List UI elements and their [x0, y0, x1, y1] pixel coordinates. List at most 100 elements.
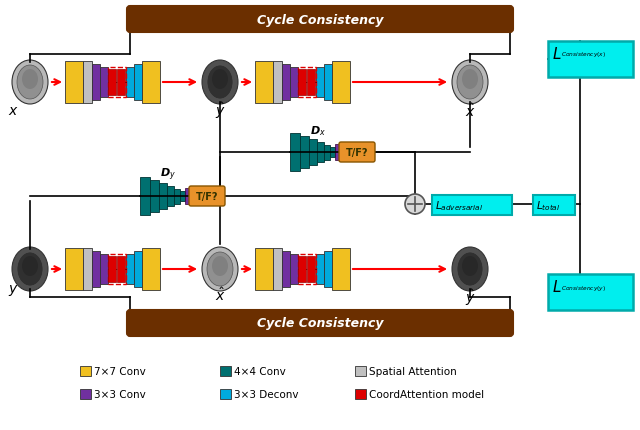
Bar	[273, 62, 282, 104]
Ellipse shape	[462, 70, 478, 90]
Text: 4×4 Conv: 4×4 Conv	[234, 366, 285, 376]
Bar	[255, 249, 273, 290]
Bar	[324, 65, 332, 101]
Circle shape	[405, 194, 425, 215]
FancyBboxPatch shape	[339, 143, 375, 163]
Bar	[317, 143, 324, 163]
Bar	[134, 65, 142, 101]
Bar	[185, 189, 190, 205]
Bar	[83, 62, 92, 104]
Bar	[316, 255, 324, 284]
Text: $_{Consistency(y)}$: $_{Consistency(y)}$	[561, 283, 606, 293]
Bar	[282, 65, 290, 101]
Bar	[108, 256, 116, 283]
Bar	[180, 191, 185, 202]
Bar	[290, 68, 298, 98]
Bar	[290, 255, 298, 284]
Bar	[80, 389, 91, 399]
Bar	[307, 256, 315, 283]
Bar	[108, 68, 126, 98]
Ellipse shape	[452, 61, 488, 105]
Bar	[316, 68, 324, 98]
Text: T/F?: T/F?	[196, 191, 218, 202]
Text: D$_y$: D$_y$	[160, 166, 176, 183]
Bar	[298, 70, 306, 96]
Text: $\hat{y}$: $\hat{y}$	[214, 101, 225, 121]
Ellipse shape	[12, 61, 48, 105]
Bar	[324, 252, 332, 287]
Bar	[100, 255, 108, 284]
Text: D$_x$: D$_x$	[310, 124, 326, 138]
Bar	[142, 62, 160, 104]
Text: $L$: $L$	[552, 46, 561, 62]
Bar	[307, 70, 315, 96]
Bar	[298, 255, 316, 284]
Bar	[108, 70, 116, 96]
Bar	[142, 249, 160, 290]
Bar	[167, 187, 174, 206]
Ellipse shape	[457, 66, 483, 100]
Bar	[159, 184, 167, 209]
Text: $x$: $x$	[8, 104, 19, 118]
Text: 3×3 Conv: 3×3 Conv	[94, 389, 146, 399]
Bar	[255, 62, 273, 104]
Bar	[273, 249, 282, 290]
Text: $L$: $L$	[552, 278, 561, 294]
Bar	[355, 389, 366, 399]
Bar	[332, 62, 350, 104]
Text: $L_{adversarial}$: $L_{adversarial}$	[435, 199, 483, 212]
Text: $y$: $y$	[8, 282, 19, 297]
Text: 3×3 Deconv: 3×3 Deconv	[234, 389, 298, 399]
Ellipse shape	[202, 247, 238, 291]
Bar	[117, 256, 125, 283]
Bar	[83, 249, 92, 290]
Bar	[108, 255, 126, 284]
Text: Cycle Consistency: Cycle Consistency	[257, 13, 383, 26]
Ellipse shape	[17, 66, 43, 100]
Ellipse shape	[207, 66, 233, 100]
Bar	[92, 252, 100, 287]
Bar	[126, 255, 134, 284]
Ellipse shape	[17, 252, 43, 286]
Bar	[126, 68, 134, 98]
Bar	[355, 366, 366, 376]
Bar	[332, 249, 350, 290]
Bar	[324, 146, 330, 161]
Bar	[140, 178, 150, 215]
Bar	[65, 62, 83, 104]
Bar	[335, 144, 340, 161]
Ellipse shape	[212, 70, 228, 90]
Ellipse shape	[202, 61, 238, 105]
Bar	[548, 42, 633, 78]
Ellipse shape	[457, 252, 483, 286]
Text: $\hat{x}$: $\hat{x}$	[214, 286, 225, 303]
Ellipse shape	[462, 256, 478, 276]
Bar	[80, 366, 91, 376]
Bar	[282, 252, 290, 287]
Ellipse shape	[452, 247, 488, 291]
Bar	[548, 274, 633, 310]
Text: CoordAttention model: CoordAttention model	[369, 389, 484, 399]
Bar	[174, 190, 180, 205]
Text: 7×7 Conv: 7×7 Conv	[94, 366, 146, 376]
Text: T/F?: T/F?	[346, 147, 368, 158]
Ellipse shape	[12, 247, 48, 291]
Text: $_{Consistency(x)}$: $_{Consistency(x)}$	[561, 51, 606, 60]
Text: $L_{total}$: $L_{total}$	[536, 199, 561, 212]
Bar	[300, 137, 309, 169]
Bar	[117, 70, 125, 96]
Bar	[150, 181, 159, 212]
FancyBboxPatch shape	[127, 7, 513, 33]
Bar	[134, 252, 142, 287]
Ellipse shape	[212, 256, 228, 276]
Ellipse shape	[22, 256, 38, 276]
Bar	[65, 249, 83, 290]
FancyBboxPatch shape	[127, 310, 513, 336]
FancyBboxPatch shape	[189, 187, 225, 206]
Bar	[533, 196, 575, 215]
Bar	[330, 147, 335, 158]
Bar	[432, 196, 512, 215]
Text: Spatial Attention: Spatial Attention	[369, 366, 457, 376]
Ellipse shape	[22, 70, 38, 90]
Bar	[298, 68, 316, 98]
